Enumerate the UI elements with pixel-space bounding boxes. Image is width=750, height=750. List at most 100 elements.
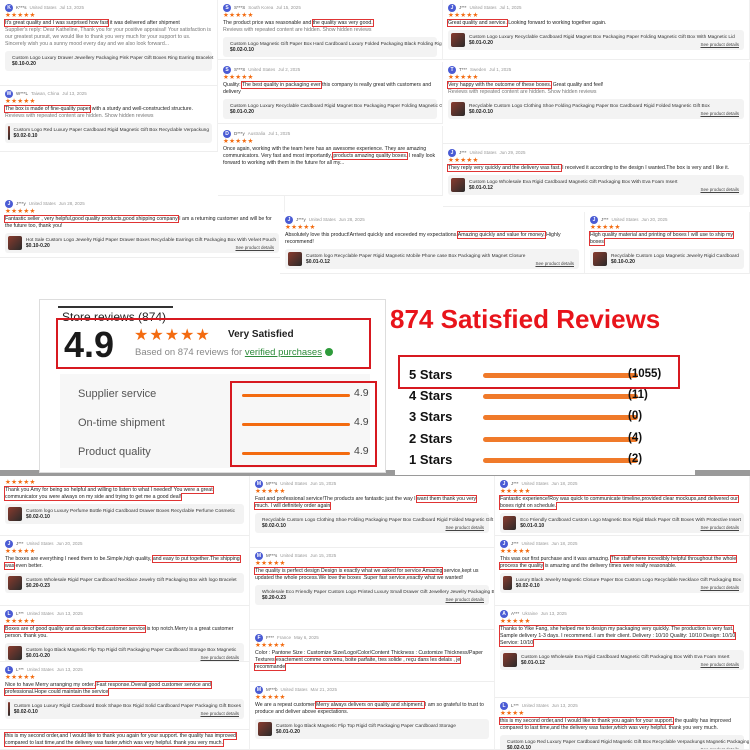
reviewer-name: W***L bbox=[16, 91, 29, 96]
product-link[interactable]: Custom Wholesale Rigid Paper Cardboard N… bbox=[5, 573, 244, 593]
avatar: M bbox=[255, 551, 263, 560]
product-link[interactable]: Custom Logo Red Luxury Paper Cardboard R… bbox=[500, 735, 749, 750]
product-link[interactable]: Custom logo Recyclable Paper Rigid Magne… bbox=[285, 249, 579, 269]
see-product-details-link[interactable]: See product details bbox=[200, 711, 239, 716]
store-reviews-title[interactable]: Store reviews (874) bbox=[62, 310, 167, 324]
see-product-details-link[interactable]: See product details bbox=[700, 42, 739, 47]
divider bbox=[0, 470, 750, 476]
product-thumbnail bbox=[8, 576, 22, 590]
product-name: Custom Logo Wholesale Eva Rigid Cardboar… bbox=[521, 654, 730, 660]
review-date: Jun 13, 2025 bbox=[551, 703, 578, 708]
product-name: Custom Logo Red Luxury Paper Cardboard R… bbox=[507, 739, 750, 745]
review-card: D D***y Australia Jul 1, 2025 ★★★★★ Once agai… bbox=[218, 126, 443, 196]
highlighted-text: Amazing quickly and value for money. bbox=[456, 231, 546, 239]
product-price: $0.01-0.20 bbox=[230, 108, 254, 115]
star-rating-icon: ★★★★★ bbox=[5, 479, 36, 486]
product-link[interactable]: Hot Sale Custom Logo Jewelry Rigid Paper… bbox=[5, 233, 279, 253]
see-product-details-link[interactable]: See product details bbox=[700, 585, 739, 590]
product-link[interactable]: Recyclable Custom Logo Clothing Shoe Fol… bbox=[448, 99, 744, 119]
product-thumbnail bbox=[288, 252, 302, 266]
verified-purchases-link[interactable]: verified purchases bbox=[244, 347, 322, 358]
star-level-bar bbox=[483, 415, 638, 420]
product-link[interactable]: Luxury Black Jewelry Magnetic Closure Pa… bbox=[500, 573, 744, 593]
see-product-details-link[interactable]: See product details bbox=[235, 245, 274, 250]
satisfaction-label: Very Satisfied bbox=[228, 329, 294, 340]
product-link[interactable]: Eco Friendly Cardboard Custom Logo Magne… bbox=[500, 513, 744, 533]
highlighted-text: Boxes are of good quality and as describ… bbox=[3, 625, 147, 633]
product-name: Custom Logo Luxury Recyclable Cardboard … bbox=[230, 103, 443, 109]
star-rating-icon: ★★★★★ bbox=[500, 488, 531, 495]
review-text-post: is amazing and the delivery times were r… bbox=[543, 563, 677, 569]
review-text-post: I really look forward to working with th… bbox=[223, 153, 436, 166]
country: Taiwan, China bbox=[31, 91, 60, 96]
star-rating-icon: ★★★★★ bbox=[5, 618, 36, 625]
star-rating-icon: ★★★★★ bbox=[134, 327, 211, 344]
product-link[interactable]: Custom logo Luxury Perfume Bottle Rigid … bbox=[5, 504, 244, 524]
review-card: M M***s United States Jun 15, 2025 ★★★★★ Fast… bbox=[250, 476, 495, 548]
review-text-post: with a sturdy and well-constructed struc… bbox=[90, 106, 193, 112]
review-meta: M M***s United States Jun 15, 2025 bbox=[255, 551, 489, 560]
product-link[interactable]: Custom Logo Luxury Recyclable Cardboard … bbox=[448, 30, 744, 50]
product-link[interactable]: Custom Logo Luxury Rigid Cardboard Book … bbox=[5, 699, 244, 719]
see-product-details-link[interactable]: See product details bbox=[700, 747, 739, 750]
review-card: J J***y United States Jun 28, 2025 ★★★★★ Abso… bbox=[280, 212, 585, 274]
see-product-details-link[interactable]: See product details bbox=[700, 662, 739, 667]
review-card: K K***s United States Jul 13, 2025 ★★★★★ It's… bbox=[0, 0, 218, 86]
product-link[interactable]: Custom Logo Luxury Drawer Jewellery Pack… bbox=[5, 51, 213, 71]
review-text-post: Looking forward to working together agai… bbox=[506, 20, 607, 26]
product-link[interactable]: Custom logo Black Magnetic Flip Top Rigi… bbox=[5, 643, 244, 661]
review-card: F F*** France May 6, 2025 ★★★★★ Color : Panto… bbox=[250, 630, 495, 682]
see-product-details-link[interactable]: See product details bbox=[200, 655, 239, 660]
review-text: We are a repeat customer.Merry always de… bbox=[255, 701, 489, 716]
review-meta: L L*** United States Jun 13, 2025 bbox=[5, 609, 244, 618]
review-card: S S***S South Korea Jul 15, 2025 ★★★★★ The pr… bbox=[218, 0, 443, 60]
product-link[interactable]: Custom Logo Red Luxury Paper Cardboard R… bbox=[5, 123, 212, 143]
product-link[interactable]: Wholesale Eco Friendly Paper Custom Logo… bbox=[255, 585, 494, 605]
product-link[interactable]: Custom logo Black Magnetic Flip Top Rigi… bbox=[255, 719, 489, 739]
review-text: The box is made of fine-quality paper wi… bbox=[3, 105, 212, 113]
see-product-details-link[interactable]: See product details bbox=[445, 525, 484, 530]
avatar: K bbox=[5, 3, 13, 12]
see-product-details-link[interactable]: See product details bbox=[700, 187, 739, 192]
product-price: $0.01-0.10 bbox=[520, 522, 545, 529]
country: United States bbox=[26, 541, 54, 546]
see-product-details-link[interactable]: See product details bbox=[700, 111, 739, 116]
product-link[interactable]: Recyclable Custom Logo Clothing Shoe Fol… bbox=[255, 513, 494, 533]
subrating-label: Supplier service bbox=[78, 388, 157, 400]
see-product-details-link[interactable]: See product details bbox=[535, 261, 574, 266]
product-price: $0.01-0.20 bbox=[26, 652, 50, 659]
star-level-label: 4 Stars bbox=[409, 388, 453, 403]
highlighted-text: High quality material and printing of bo… bbox=[588, 231, 735, 246]
product-price: $0.20-0.23 bbox=[262, 594, 286, 601]
star-rating-icon: ★★★★★ bbox=[255, 488, 286, 495]
reviewer-name: J*** bbox=[511, 541, 519, 546]
product-thumbnail bbox=[8, 507, 22, 521]
product-link[interactable]: Custom Logo Wholesale Eva Rigid Cardboar… bbox=[448, 175, 744, 195]
product-name: Luxury Black Jewelry Magnetic Closure Pa… bbox=[515, 577, 741, 583]
review-card: J J*** United States Jul 1, 2025 ★★★★★ Great … bbox=[443, 0, 750, 60]
product-name: Custom logo Recyclable Paper Rigid Magne… bbox=[306, 253, 526, 259]
product-link[interactable]: Custom Logo Wholesale Eva Rigid Cardboar… bbox=[500, 650, 744, 670]
review-text-pre: Absolutely love this product!Arrived qui… bbox=[285, 232, 458, 238]
review-date: Jun 13, 2025 bbox=[540, 611, 567, 616]
review-date: May 6, 2025 bbox=[294, 635, 319, 640]
product-thumbnail bbox=[8, 126, 10, 140]
reviewer-name: J***y bbox=[16, 201, 26, 206]
star-rating-icon: ★★★★★ bbox=[448, 12, 479, 19]
country: South Korea bbox=[248, 5, 274, 10]
star-level-label: 5 Stars bbox=[409, 367, 453, 382]
country: United States bbox=[26, 667, 54, 672]
avatar: F bbox=[255, 633, 263, 642]
reviewer-name: M***s bbox=[266, 553, 278, 558]
product-link[interactable]: Recyclable Custom Logo Magnetic Jewelry … bbox=[590, 249, 744, 269]
review-card: J J*** United States Jun 18, 2025 ★★★★★ Fanta… bbox=[495, 476, 750, 536]
star-level-count: (1055) bbox=[628, 368, 662, 380]
review-text-pre: This was our first purchase and it was a… bbox=[500, 556, 611, 562]
review-card: M M***s United States Jun 15, 2025 ★★★★★ The … bbox=[250, 548, 495, 630]
product-link[interactable]: Custom Logo Magnetic Gift Paper Box Hard… bbox=[223, 37, 442, 57]
see-product-details-link[interactable]: See product details bbox=[700, 525, 739, 530]
review-date: Jun 13, 2025 bbox=[56, 667, 83, 672]
product-link[interactable]: Custom Logo Luxury Recyclable Cardboard … bbox=[223, 99, 442, 119]
see-product-details-link[interactable]: See product details bbox=[445, 597, 484, 602]
avatar: J bbox=[500, 479, 508, 488]
